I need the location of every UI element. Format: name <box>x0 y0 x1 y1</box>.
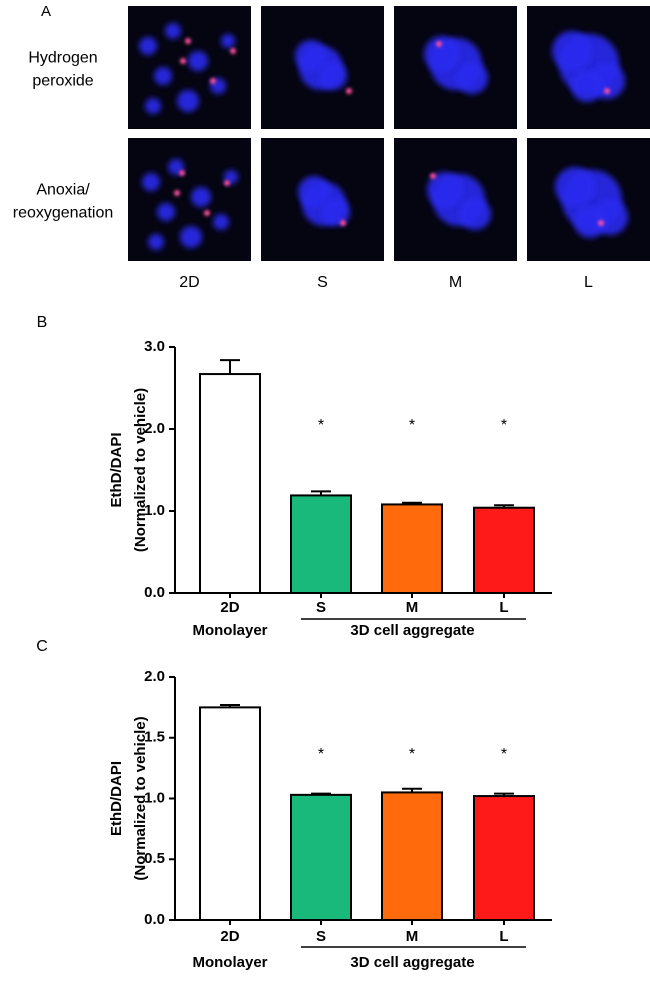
group-label: Monolayer <box>192 954 267 971</box>
dead-cell <box>174 190 180 196</box>
nucleus <box>322 198 350 226</box>
panel-label: C <box>36 638 48 655</box>
bar <box>473 506 535 594</box>
nucleus <box>424 36 460 72</box>
bar <box>381 503 443 594</box>
x-tick-label: 2D <box>220 599 239 616</box>
x-tick-label: M <box>406 599 419 616</box>
dead-cell <box>204 210 210 216</box>
significance-marker: * <box>501 746 507 763</box>
nucleus <box>571 70 603 102</box>
dead-cell <box>179 170 185 176</box>
y-tick-label: 0.0 <box>144 584 165 601</box>
y-tick-label: 2.0 <box>144 668 165 685</box>
y-axis-label: EthD/DAPI <box>108 433 125 508</box>
dead-cell <box>346 88 352 94</box>
nucleus <box>157 203 175 221</box>
nucleus <box>165 23 181 39</box>
dead-cell <box>340 220 346 226</box>
bar <box>199 706 261 921</box>
y-tick-label: 1.0 <box>144 502 165 519</box>
nucleus <box>319 62 347 90</box>
column-label: S <box>317 274 328 291</box>
panel-label: B <box>37 314 48 331</box>
y-axis-label: (Normalized to vehicle) <box>132 716 149 880</box>
y-axis-label: (Normalized to vehicle) <box>132 388 149 552</box>
nucleus <box>154 67 172 85</box>
x-tick-label: 2D <box>220 928 239 945</box>
x-tick-label: M <box>406 928 419 945</box>
dead-cell <box>185 38 191 44</box>
significance-marker: * <box>501 417 507 434</box>
y-tick-label: 2.0 <box>144 420 165 437</box>
x-tick-label: L <box>499 599 508 616</box>
row-label: Anoxia/ <box>36 182 90 199</box>
x-tick-label: S <box>316 928 326 945</box>
dead-cell <box>598 220 604 226</box>
dead-cell <box>210 78 216 84</box>
nucleus <box>139 37 157 55</box>
significance-marker: * <box>409 417 415 434</box>
nucleus <box>221 34 235 48</box>
y-tick-label: 0.5 <box>144 850 165 867</box>
nucleus <box>213 214 229 230</box>
bar <box>473 795 535 922</box>
nucleus <box>427 172 463 208</box>
y-axis-label: EthD/DAPI <box>108 761 125 836</box>
nucleus <box>188 51 208 71</box>
y-tick-label: 3.0 <box>144 338 165 355</box>
row-label: reoxygenation <box>13 205 114 222</box>
group-label: Monolayer <box>192 622 267 639</box>
nucleus <box>295 40 327 72</box>
nucleus <box>148 234 164 250</box>
nucleus <box>555 167 595 207</box>
dead-cell <box>230 48 236 54</box>
significance-marker: * <box>318 417 324 434</box>
y-tick-label: 0.0 <box>144 911 165 928</box>
bar <box>381 791 443 921</box>
group-label: 3D cell aggregate <box>350 954 474 971</box>
y-tick-label: 1.5 <box>144 729 165 746</box>
nucleus <box>459 198 491 230</box>
row-label: Hydrogen <box>28 50 97 67</box>
column-label: M <box>449 274 462 291</box>
nucleus <box>456 62 488 94</box>
group-label: 3D cell aggregate <box>350 622 474 639</box>
panel-label: A <box>41 3 51 20</box>
nucleus <box>574 206 606 238</box>
dead-cell <box>604 88 610 94</box>
dead-cell <box>436 41 442 47</box>
x-tick-label: L <box>499 928 508 945</box>
dead-cell <box>224 180 230 186</box>
significance-marker: * <box>409 746 415 763</box>
nucleus <box>552 31 592 71</box>
x-tick-label: S <box>316 599 326 616</box>
bar <box>290 793 352 921</box>
significance-marker: * <box>318 746 324 763</box>
nucleus <box>191 187 211 207</box>
nucleus <box>177 90 199 112</box>
dead-cell <box>180 58 186 64</box>
bar <box>199 373 261 594</box>
nucleus <box>145 98 161 114</box>
row-label: peroxide <box>32 73 93 90</box>
nucleus <box>298 176 330 208</box>
dead-cell <box>430 173 436 179</box>
column-label: L <box>584 274 593 291</box>
nucleus <box>180 226 202 248</box>
bar <box>290 494 352 595</box>
nucleus <box>142 173 160 191</box>
y-tick-label: 1.0 <box>144 789 165 806</box>
column-label: 2D <box>179 274 199 291</box>
micrographs <box>128 6 650 261</box>
